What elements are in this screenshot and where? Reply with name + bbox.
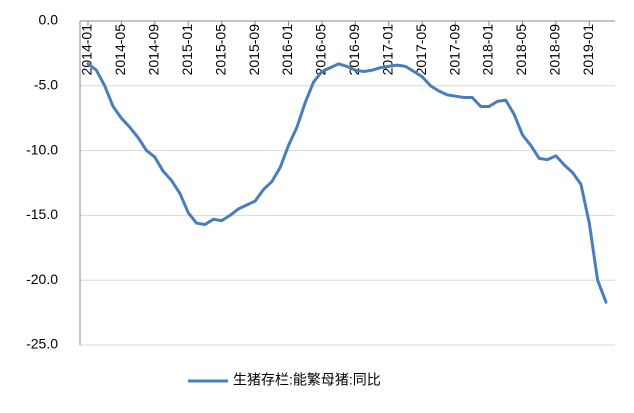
y-tick-label: -20.0: [26, 271, 58, 287]
x-tick-label: 2014-01: [79, 24, 95, 76]
x-tick-label: 2018-05: [513, 24, 529, 76]
x-tick-label: 2015-09: [246, 24, 262, 76]
y-tick-label: -25.0: [26, 336, 58, 352]
y-tick-label: 0.0: [39, 12, 59, 28]
y-tick-label: -5.0: [34, 77, 58, 93]
x-tick-label: 2018-09: [547, 24, 563, 76]
x-tick-label: 2014-09: [146, 24, 162, 76]
x-tick-label: 2018-01: [480, 24, 496, 76]
x-tick-label: 2016-01: [279, 24, 295, 76]
x-tick-label: 2015-01: [179, 24, 195, 76]
y-tick-label: -10.0: [26, 141, 58, 157]
x-tick-label: 2017-09: [446, 24, 462, 76]
x-tick-label: 2014-05: [112, 24, 128, 76]
x-tick-label: 2015-05: [212, 24, 228, 76]
x-tick-label: 2016-05: [313, 24, 329, 76]
y-tick-label: -15.0: [26, 206, 58, 222]
legend-label: 生猪存栏:能繁母猪:同比: [233, 372, 381, 388]
x-tick-label: 2017-05: [413, 24, 429, 76]
x-tick-label: 2019-01: [580, 24, 596, 76]
x-tick-label: 2017-01: [379, 24, 395, 76]
line-series: [86, 62, 608, 304]
x-tick-label: 2016-09: [346, 24, 362, 76]
